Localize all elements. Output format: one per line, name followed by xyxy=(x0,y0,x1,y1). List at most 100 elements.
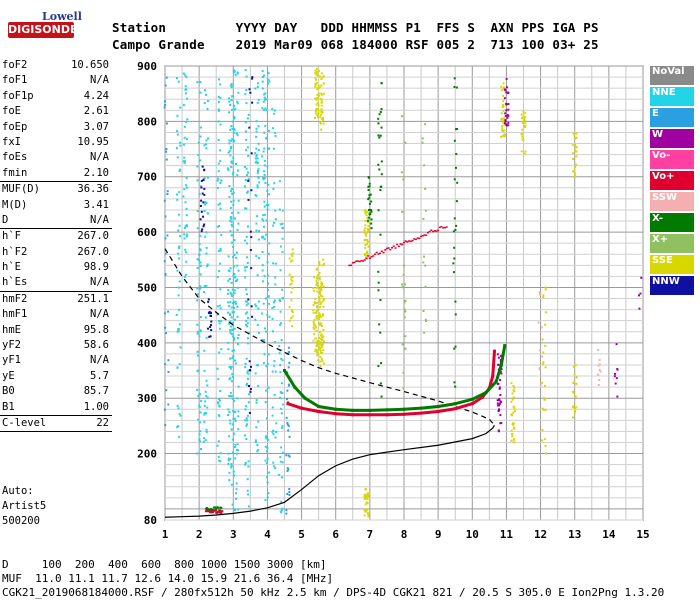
echo-point xyxy=(363,231,366,234)
echo-point xyxy=(244,130,247,133)
echo-point xyxy=(274,262,277,265)
echo-point xyxy=(363,229,366,232)
echo-point xyxy=(367,495,370,498)
echo-point xyxy=(598,368,601,371)
echo-point xyxy=(614,372,617,375)
echo-point xyxy=(279,390,282,393)
echo-point xyxy=(572,391,575,394)
echo-point xyxy=(279,269,282,272)
echo-point xyxy=(196,323,199,326)
x-tick-label: 7 xyxy=(367,528,374,541)
echo-point xyxy=(320,341,323,344)
echo-point xyxy=(210,315,213,318)
echo-point xyxy=(246,419,249,422)
echo-point xyxy=(184,120,187,123)
echo-point xyxy=(164,84,167,87)
echo-point xyxy=(365,495,368,498)
echo-point xyxy=(261,155,264,158)
echo-point xyxy=(257,238,260,241)
echo-point xyxy=(179,235,182,238)
echo-point xyxy=(272,330,275,333)
echo-point xyxy=(233,289,236,292)
param-value: 3.07 xyxy=(83,120,109,133)
echo-point xyxy=(544,444,547,447)
echo-point xyxy=(231,349,234,352)
echo-point xyxy=(379,233,382,236)
echo-point xyxy=(233,131,236,134)
echo-point xyxy=(178,257,181,260)
echo-point xyxy=(251,101,254,104)
echo-point xyxy=(321,117,324,120)
echo-point xyxy=(281,476,284,479)
echo-point xyxy=(496,399,499,402)
echo-point xyxy=(323,362,326,365)
echo-point xyxy=(575,406,578,409)
echo-point xyxy=(209,311,212,314)
echo-point xyxy=(228,313,231,316)
echo-point xyxy=(206,384,209,387)
echo-point xyxy=(394,247,397,249)
echo-point xyxy=(370,256,373,258)
echo-point xyxy=(217,120,220,123)
echo-point xyxy=(512,396,515,399)
echo-point xyxy=(279,245,282,248)
echo-point xyxy=(201,228,204,231)
echo-point xyxy=(267,147,270,150)
echo-point xyxy=(250,236,253,239)
echo-point xyxy=(278,345,281,348)
echo-point xyxy=(455,128,458,131)
echo-point xyxy=(204,390,207,393)
echo-point xyxy=(227,414,230,417)
echo-point xyxy=(228,270,231,273)
echo-point xyxy=(423,164,426,167)
echo-point xyxy=(368,196,371,199)
echo-point xyxy=(229,357,232,360)
echo-point xyxy=(232,274,235,277)
echo-point xyxy=(317,92,320,95)
echo-point xyxy=(319,290,322,293)
echo-point xyxy=(615,343,618,346)
echo-point xyxy=(185,76,188,79)
echo-point xyxy=(282,403,285,406)
echo-point xyxy=(319,330,322,333)
echo-point xyxy=(230,306,233,309)
echo-point xyxy=(432,230,435,233)
echo-point xyxy=(363,259,366,261)
echo-point xyxy=(496,353,499,356)
echo-point xyxy=(178,246,181,249)
echo-point xyxy=(230,241,233,244)
echo-point xyxy=(228,142,231,145)
echo-point xyxy=(196,293,199,296)
echo-point xyxy=(207,298,210,301)
echo-point xyxy=(453,217,456,220)
echo-point xyxy=(317,308,320,311)
echo-point xyxy=(200,179,203,182)
echo-point xyxy=(267,386,270,389)
echo-point xyxy=(291,311,294,314)
echo-point xyxy=(185,177,188,180)
echo-point xyxy=(200,399,203,402)
echo-point xyxy=(537,321,540,324)
echo-point xyxy=(367,513,370,516)
echo-point xyxy=(380,362,383,365)
echo-point xyxy=(402,273,405,276)
echo-point xyxy=(249,365,252,368)
echo-point xyxy=(377,209,380,212)
echo-point xyxy=(245,424,248,427)
echo-point xyxy=(454,345,457,348)
echo-point xyxy=(273,182,276,185)
echo-point xyxy=(263,274,266,277)
echo-point xyxy=(236,343,239,346)
param-key: hmE xyxy=(2,323,21,336)
echo-point xyxy=(273,221,276,224)
echo-point xyxy=(266,496,269,499)
echo-point xyxy=(319,324,322,327)
echo-point xyxy=(256,364,259,367)
echo-point xyxy=(455,224,458,227)
echo-point xyxy=(177,425,180,428)
echo-point xyxy=(505,91,508,94)
echo-point xyxy=(272,147,275,150)
echo-point xyxy=(364,246,367,249)
echo-point xyxy=(229,422,232,425)
echo-point xyxy=(184,224,187,227)
